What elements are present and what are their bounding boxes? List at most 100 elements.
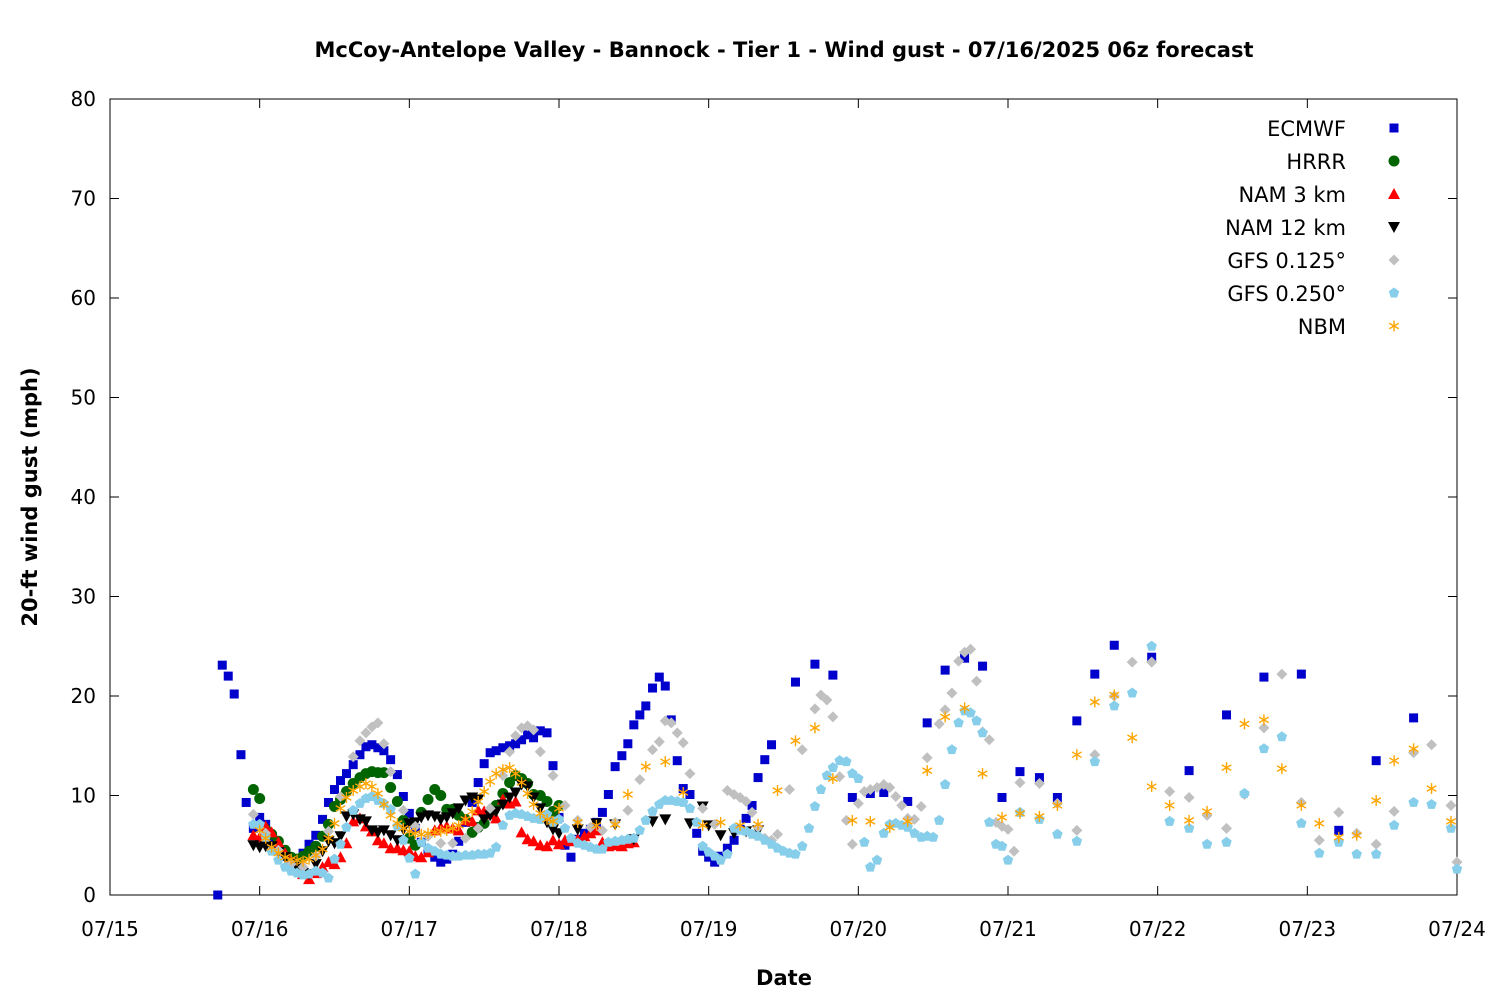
series-nbm [254,689,1457,867]
data-point [335,802,346,814]
data-point [1109,700,1120,711]
data-point [1089,749,1101,761]
data-point [547,834,560,846]
data-point [347,751,359,763]
data-point [722,843,732,853]
data-point [578,830,591,842]
data-point [740,795,752,807]
data-point [810,659,820,669]
data-point [902,815,913,827]
data-point [940,665,950,675]
data-point [640,814,652,825]
data-point [709,818,721,830]
data-point [504,762,515,774]
legend-label: NBM [1298,315,1346,339]
data-point [324,797,334,807]
data-point [790,677,800,687]
data-point [772,828,784,840]
data-point [1388,805,1400,817]
data-point [297,855,309,867]
data-point [933,814,945,825]
data-point [403,845,416,857]
data-point [490,841,502,852]
data-point [1183,791,1195,803]
data-point [741,813,751,823]
data-point [397,804,409,816]
data-point [484,810,497,822]
data-point [440,812,453,824]
data-point [622,804,634,816]
data-point [1451,856,1463,868]
data-point [1222,710,1232,720]
data-point [377,837,390,849]
data-point [347,804,359,815]
data-point [840,814,852,826]
data-point [1313,834,1325,846]
data-point [1314,817,1325,829]
y-axis-label: 20-ft wind gust (mph) [18,367,42,626]
data-point [1164,799,1175,811]
data-point [454,836,464,846]
data-point [548,761,558,771]
data-point [622,789,633,801]
data-point [372,788,384,800]
data-point [809,703,821,715]
y-tick-label: 70 [71,187,96,211]
data-point [965,643,977,655]
x-tick-label: 07/15 [81,917,139,941]
data-point [472,822,484,834]
data-point [827,762,839,773]
data-point [827,773,839,785]
data-point [729,835,739,845]
data-point [685,790,695,800]
data-point [1351,829,1362,841]
data-point [478,814,491,826]
data-point [834,771,846,783]
data-point [1371,794,1382,806]
data-point [571,824,584,836]
data-point [815,784,827,794]
data-point [1409,713,1419,723]
data-point [715,816,726,828]
data-point [821,694,833,706]
legend-marker [1388,222,1400,233]
data-point [1126,687,1138,698]
data-point [260,832,271,844]
data-point [473,795,484,807]
data-point [528,798,539,810]
data-point [435,837,447,849]
data-point [415,812,428,824]
data-point [1052,799,1063,811]
data-point [953,655,965,667]
data-point [467,805,478,817]
data-point [879,788,889,798]
data-point [392,817,403,829]
data-point [354,735,366,747]
data-point [311,830,321,840]
data-point [959,702,970,714]
data-point [1089,756,1101,767]
data-point [691,816,702,827]
data-point [1008,845,1020,857]
data-point [903,796,913,806]
data-point [340,811,353,823]
data-point [347,815,360,827]
data-point [505,741,515,751]
data-point [430,852,440,862]
data-point [297,861,309,873]
data-point [809,722,821,734]
data-point [497,770,509,782]
data-point [684,768,696,780]
data-point [953,717,964,728]
data-point [323,825,335,837]
data-point [684,802,696,813]
data-point [1314,847,1325,858]
data-point [1221,836,1232,847]
data-point [534,746,546,758]
data-point [497,764,508,776]
data-point [659,814,672,826]
data-point [853,773,864,784]
data-point [323,832,334,844]
data-point [378,738,390,750]
